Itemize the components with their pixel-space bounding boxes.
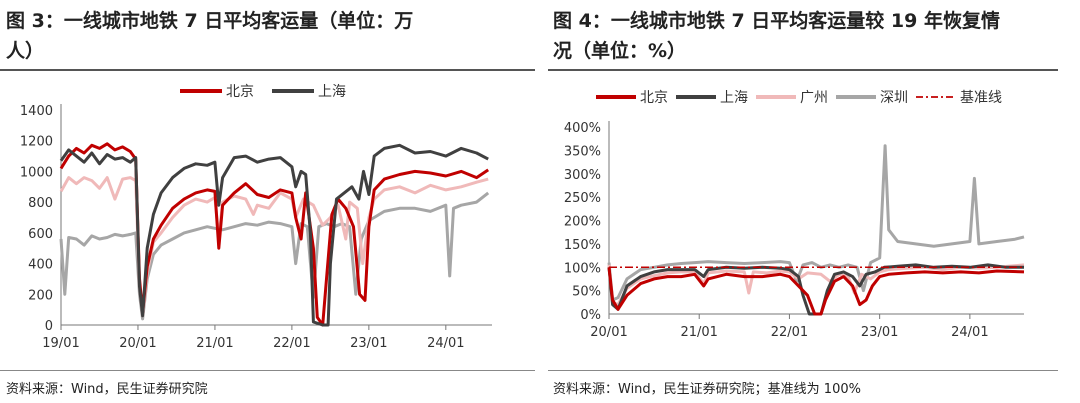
y-tick-label: 0% bbox=[580, 308, 601, 323]
y-tick-label: 50% bbox=[572, 285, 601, 300]
right-figure-panel: 图 4：一线城市地铁 7 日平均客运量较 19 年恢复情 况（单位：%） 0% 5… bbox=[548, 0, 1080, 403]
x-tick-label: 20/01 bbox=[590, 325, 627, 340]
right-line-chart: 0% 50% 100% 150% 200% 250% 300% 350% 400% 20/01 21… bbox=[564, 89, 1025, 340]
y-tick-label: 0 bbox=[45, 319, 53, 334]
y-tick-label: 200% bbox=[564, 215, 601, 230]
x-tick-label: 23/01 bbox=[861, 325, 898, 340]
y-tick-label: 400% bbox=[564, 121, 601, 136]
right-title-rule bbox=[548, 69, 1058, 71]
y-tick-label: 800 bbox=[28, 196, 53, 211]
x-tick-label: 23/01 bbox=[350, 336, 387, 351]
left-figure-title: 图 3：一线城市地铁 7 日平均客运量（单位：万 人） bbox=[6, 6, 413, 66]
x-tick-label: 21/01 bbox=[680, 325, 717, 340]
y-tick-label: 100% bbox=[564, 261, 601, 276]
legend-label-上海: 上海 bbox=[720, 90, 748, 106]
left-figure-panel: 图 3：一线城市地铁 7 日平均客运量（单位：万 人） 0 200 400 600 80… bbox=[0, 0, 535, 403]
y-tick-label: 300% bbox=[564, 168, 601, 183]
right-figure-title: 图 4：一线城市地铁 7 日平均客运量较 19 年恢复情 况（单位：%） bbox=[553, 6, 1000, 66]
y-tick-label: 1400 bbox=[20, 104, 53, 119]
x-tick-label: 19/01 bbox=[42, 336, 79, 351]
series-line-北京 bbox=[59, 142, 490, 327]
legend-label-北京: 北京 bbox=[640, 90, 668, 106]
series-line-上海 bbox=[59, 143, 489, 327]
legend-label-北京: 北京 bbox=[226, 84, 254, 100]
left-source-rule bbox=[0, 370, 535, 371]
series-line-上海 bbox=[607, 263, 1024, 316]
right-title-line2: 况（单位：%） bbox=[553, 40, 687, 62]
series-line-深圳 bbox=[607, 144, 1025, 302]
y-tick-label: 250% bbox=[564, 191, 601, 206]
y-tick-label: 200 bbox=[28, 288, 53, 303]
y-tick-label: 400 bbox=[28, 258, 53, 273]
x-tick-label: 22/01 bbox=[771, 325, 808, 340]
legend-label-上海: 上海 bbox=[318, 84, 346, 100]
y-tick-label: 150% bbox=[564, 238, 601, 253]
y-tick-label: 600 bbox=[28, 227, 53, 242]
series-line-深圳 bbox=[59, 191, 490, 321]
left-title-line1: 图 3：一线城市地铁 7 日平均客运量（单位：万 bbox=[6, 10, 414, 32]
legend-label-广州: 广州 bbox=[800, 90, 828, 106]
legend-label-基准线: 基准线 bbox=[960, 89, 1002, 106]
right-source-rule bbox=[548, 370, 1058, 371]
x-tick-label: 24/01 bbox=[427, 336, 464, 351]
series-line-北京 bbox=[607, 267, 1025, 316]
right-title-line1: 图 4：一线城市地铁 7 日平均客运量较 19 年恢复情 bbox=[553, 10, 1000, 32]
left-title-line2: 人） bbox=[6, 40, 45, 62]
left-title-rule bbox=[0, 69, 535, 71]
y-tick-label: 1200 bbox=[20, 135, 53, 150]
right-source-text: 资料来源：Wind，民生证券研究院；基准线为 100% bbox=[553, 382, 861, 397]
x-tick-label: 21/01 bbox=[196, 336, 233, 351]
y-tick-label: 350% bbox=[564, 144, 601, 159]
x-tick-label: 20/01 bbox=[119, 336, 156, 351]
series-line-广州 bbox=[59, 176, 489, 318]
left-line-chart: 0 200 400 600 800 1000 1200 1400 19/01 20/01 21/01… bbox=[20, 84, 492, 351]
legend-label-深圳: 深圳 bbox=[880, 90, 908, 106]
y-tick-label: 1000 bbox=[20, 165, 53, 180]
x-tick-label: 22/01 bbox=[273, 336, 310, 351]
x-tick-label: 24/01 bbox=[951, 325, 988, 340]
left-source-text: 资料来源：Wind，民生证券研究院 bbox=[6, 382, 208, 397]
